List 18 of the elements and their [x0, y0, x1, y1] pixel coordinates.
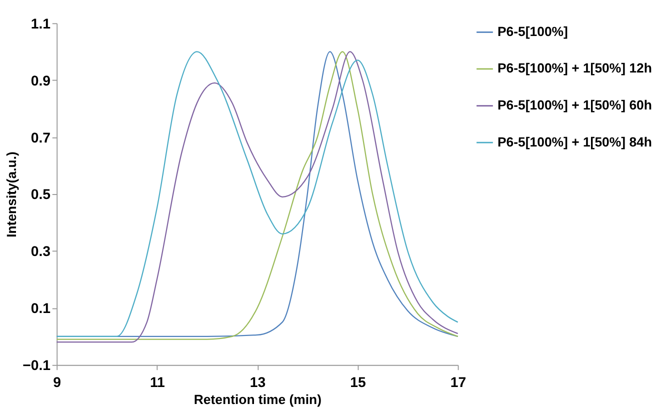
x-axis-title: Retention time (min)	[194, 392, 322, 408]
legend-label: P6-5[100%] + 1[50%] 12h	[497, 60, 652, 76]
x-tick-label: 15	[350, 374, 366, 390]
y-axis-title: Intensity(a.u.)	[4, 152, 19, 238]
x-tick-label: 17	[450, 374, 466, 390]
legend-label: P6-5[100%] + 1[50%] 84h	[497, 134, 652, 150]
y-tick-label: 0.7	[30, 129, 51, 146]
x-tick-label: 9	[53, 374, 62, 390]
legend-label: P6-5[100%]	[497, 24, 568, 39]
y-tick-label: 1.1	[30, 15, 51, 32]
x-tick-label: 13	[250, 374, 266, 390]
y-tick-label: 0.3	[30, 243, 51, 260]
y-tick-label: 0.5	[30, 186, 51, 202]
y-tick-label: −0.1	[22, 357, 51, 374]
legend-label: P6-5[100%] + 1[50%] 60h	[497, 98, 652, 113]
y-tick-label: 0.1	[30, 300, 51, 316]
x-tick-label: 11	[150, 374, 166, 390]
y-tick-label: 0.9	[30, 72, 51, 88]
